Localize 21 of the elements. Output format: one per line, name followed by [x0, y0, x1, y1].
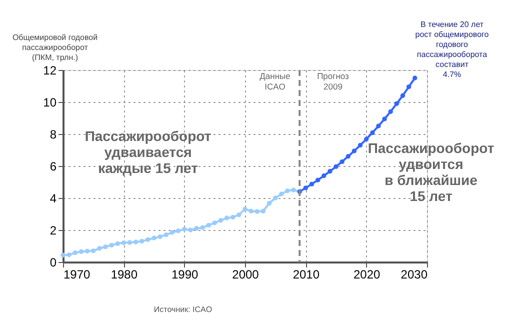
y-tick-label: 0 [50, 256, 57, 270]
annotation: Пассажирооборот удваивается каждые 15 лет [84, 128, 212, 176]
x-tick-label: 2030 [400, 268, 428, 282]
x-tick-label: 2010 [292, 268, 320, 282]
x-tick-label: 1980 [110, 268, 138, 282]
y-tick-label: 12 [43, 64, 57, 78]
x-tick-label: 2000 [232, 268, 260, 282]
annotation: В течение 20 лет рост общемирового годового пассажирооборота составит 4.7% [415, 20, 490, 79]
x-tick-label: 2020 [353, 268, 381, 282]
y-axis-title: Общемировой годовой пассажирооборот (ПКМ, трлн.) [12, 33, 98, 62]
text: Источник: ICAO [154, 305, 212, 314]
annotation: Данные ICAO [260, 71, 291, 92]
y-tick-label: 4 [50, 192, 57, 206]
x-tick-label: 1970 [64, 268, 91, 282]
y-tick-label: 2 [50, 224, 57, 238]
x-tick-label: 1990 [171, 268, 199, 282]
y-tick-label: 10 [43, 96, 57, 110]
y-tick-label: 6 [50, 160, 57, 174]
annotation: Пассажирооборот удвоится в ближайшие 15 лет [368, 140, 494, 204]
y-tick-label: 8 [50, 128, 57, 142]
annotation: Прогноз 2009 [317, 71, 350, 92]
